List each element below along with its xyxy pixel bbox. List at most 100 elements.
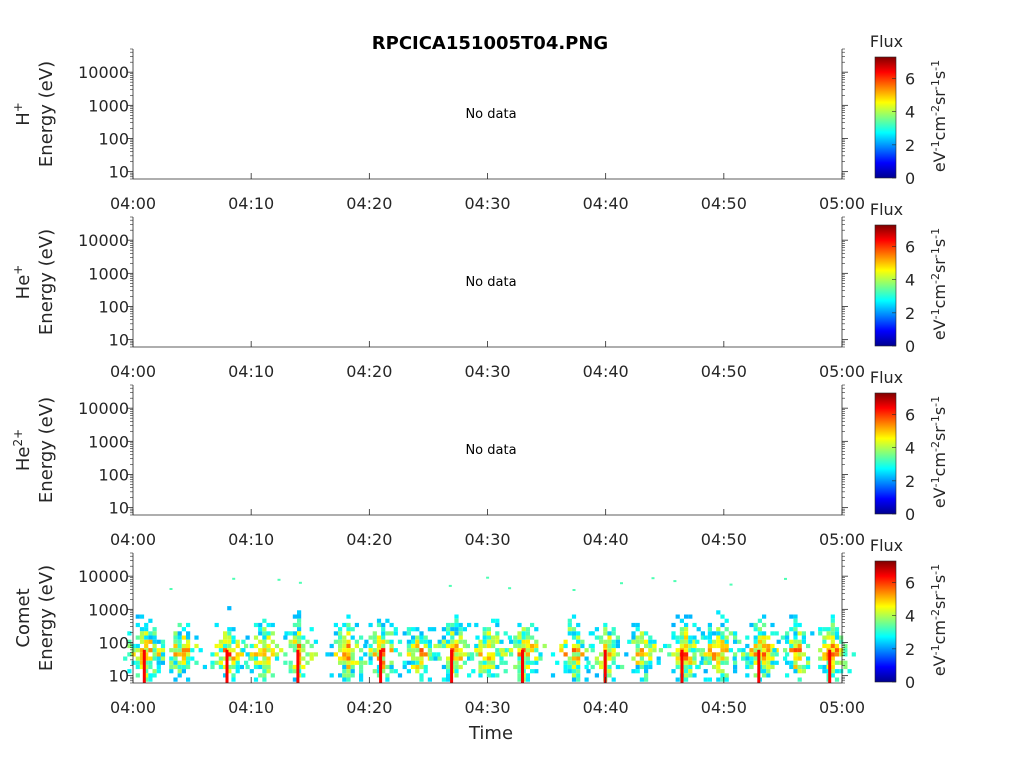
spectrogram-cell xyxy=(503,660,508,665)
spectrogram-cell xyxy=(495,664,500,670)
spectrogram-cell xyxy=(563,664,568,670)
spectrogram-cell xyxy=(635,639,640,644)
spectrogram-cell xyxy=(563,669,568,674)
spectrogram-cell xyxy=(542,643,547,649)
spectrogram-cell xyxy=(144,627,149,632)
spectrogram-cell xyxy=(235,656,240,661)
spectrogram-cell xyxy=(309,643,314,649)
spectrogram-cell xyxy=(173,639,178,644)
spectrogram-cell xyxy=(707,622,712,628)
spectrogram-cell xyxy=(342,622,347,628)
spectrogram-cell xyxy=(258,639,263,644)
spectrogram-cell xyxy=(576,635,581,640)
spectrogram-cell xyxy=(491,660,496,665)
spectrogram-cell xyxy=(818,664,823,670)
spectrogram-cell xyxy=(495,639,500,644)
colorbar-tick-label: 4 xyxy=(905,103,915,122)
y-axis-label: Energy (eV) xyxy=(36,61,57,167)
spectrogram-cell xyxy=(227,606,232,611)
spectrogram-cell xyxy=(785,660,790,665)
spectrogram-cell xyxy=(446,622,451,628)
spectrogram-cell xyxy=(603,631,608,636)
spectrogram-cell xyxy=(766,669,771,674)
spectrogram-cell xyxy=(381,643,386,649)
spectrogram-cell xyxy=(381,652,386,657)
spectrogram-cell xyxy=(656,660,661,665)
spectrogram-cell xyxy=(538,652,543,657)
spectrogram-cell xyxy=(620,664,625,670)
spectrogram-cell xyxy=(181,635,186,640)
spectrogram-cell xyxy=(797,631,802,636)
x-ticks: 04:00 04:10 04:20 04:30 04:40 04:50 05:00 xyxy=(110,173,865,213)
spectrogram-cell xyxy=(297,627,302,632)
spectrogram-cell xyxy=(724,677,729,682)
spectrogram-cell xyxy=(437,656,442,661)
spectrogram-cell xyxy=(716,639,721,644)
spectrogram-cell xyxy=(144,673,149,678)
spectrogram-cell xyxy=(675,664,680,670)
spectrogram-cell xyxy=(834,643,840,649)
spectrogram-cell xyxy=(707,677,712,682)
spectrogram-cell xyxy=(227,639,232,644)
spectrogram-cell xyxy=(190,656,195,661)
spectrogram-cell xyxy=(148,660,153,665)
spectrogram-cell xyxy=(231,660,236,665)
spectrogram-cell xyxy=(513,643,518,649)
spectrogram-cell xyxy=(830,648,835,653)
x-tick-label: 04:20 xyxy=(346,362,392,381)
spectrogram-cell xyxy=(482,631,487,636)
spectrogram-cell xyxy=(834,652,840,657)
spectrogram-cell xyxy=(245,635,250,640)
spectrogram-cell xyxy=(244,643,249,649)
spectrogram-cell xyxy=(354,643,359,649)
spectrogram-cell xyxy=(301,664,306,670)
spectrogram-cell xyxy=(292,614,297,619)
spectrogram-cell xyxy=(198,648,203,653)
spectrogram-cell xyxy=(258,622,263,628)
spectrogram-cell xyxy=(266,622,271,628)
x-tick-label: 04:40 xyxy=(583,530,629,549)
spectrogram-cell xyxy=(770,652,775,657)
spectrogram-cell xyxy=(148,648,153,653)
spectrogram-cell xyxy=(297,614,302,619)
spectrogram-cell xyxy=(253,677,259,682)
y-axis-label: Energy (eV) xyxy=(36,565,57,671)
spectrogram-cell xyxy=(652,648,657,653)
spectrogram-cell xyxy=(227,627,232,632)
spectrogram-cell xyxy=(262,664,267,670)
spectrogram-cell xyxy=(478,660,483,665)
spectrogram-cell xyxy=(801,635,806,640)
spectrogram-cell xyxy=(571,664,577,670)
spectrogram-cell xyxy=(603,639,608,644)
spectrogram-cell xyxy=(354,622,359,628)
spectrogram-cell xyxy=(509,648,514,653)
colorbar-tick-label: 2 xyxy=(905,472,915,491)
spectrogram-cell xyxy=(446,660,451,665)
spectrogram-cell xyxy=(703,652,708,657)
y-tick-label: 100 xyxy=(98,129,129,148)
spectrogram-cell xyxy=(458,627,463,632)
spectrogram-cell xyxy=(486,664,491,670)
spectrogram-cell xyxy=(508,587,512,590)
spectrogram-cell xyxy=(716,631,721,636)
spectrogram-cell xyxy=(177,648,182,653)
spectrogram-cell xyxy=(572,589,576,591)
spectrogram-cell xyxy=(525,648,530,653)
spectrogram-cell xyxy=(139,660,145,665)
spectrogram-cell xyxy=(350,660,355,665)
spectrogram-cell xyxy=(346,652,351,657)
spectrogram-cell xyxy=(186,648,191,653)
spectrogram-cell xyxy=(415,660,420,665)
spectrogram-cell xyxy=(525,639,530,644)
spectrogram-cell xyxy=(446,677,451,682)
spectrogram-cell xyxy=(692,635,697,640)
spectrogram-cell xyxy=(635,664,640,670)
spectrogram-cell xyxy=(603,622,608,628)
spectrogram-cell xyxy=(305,639,310,644)
spectrogram-cell xyxy=(177,669,182,674)
spectrogram-cell xyxy=(350,673,355,678)
spectrogram-cell xyxy=(462,627,467,632)
spectrogram-cell xyxy=(607,643,612,649)
